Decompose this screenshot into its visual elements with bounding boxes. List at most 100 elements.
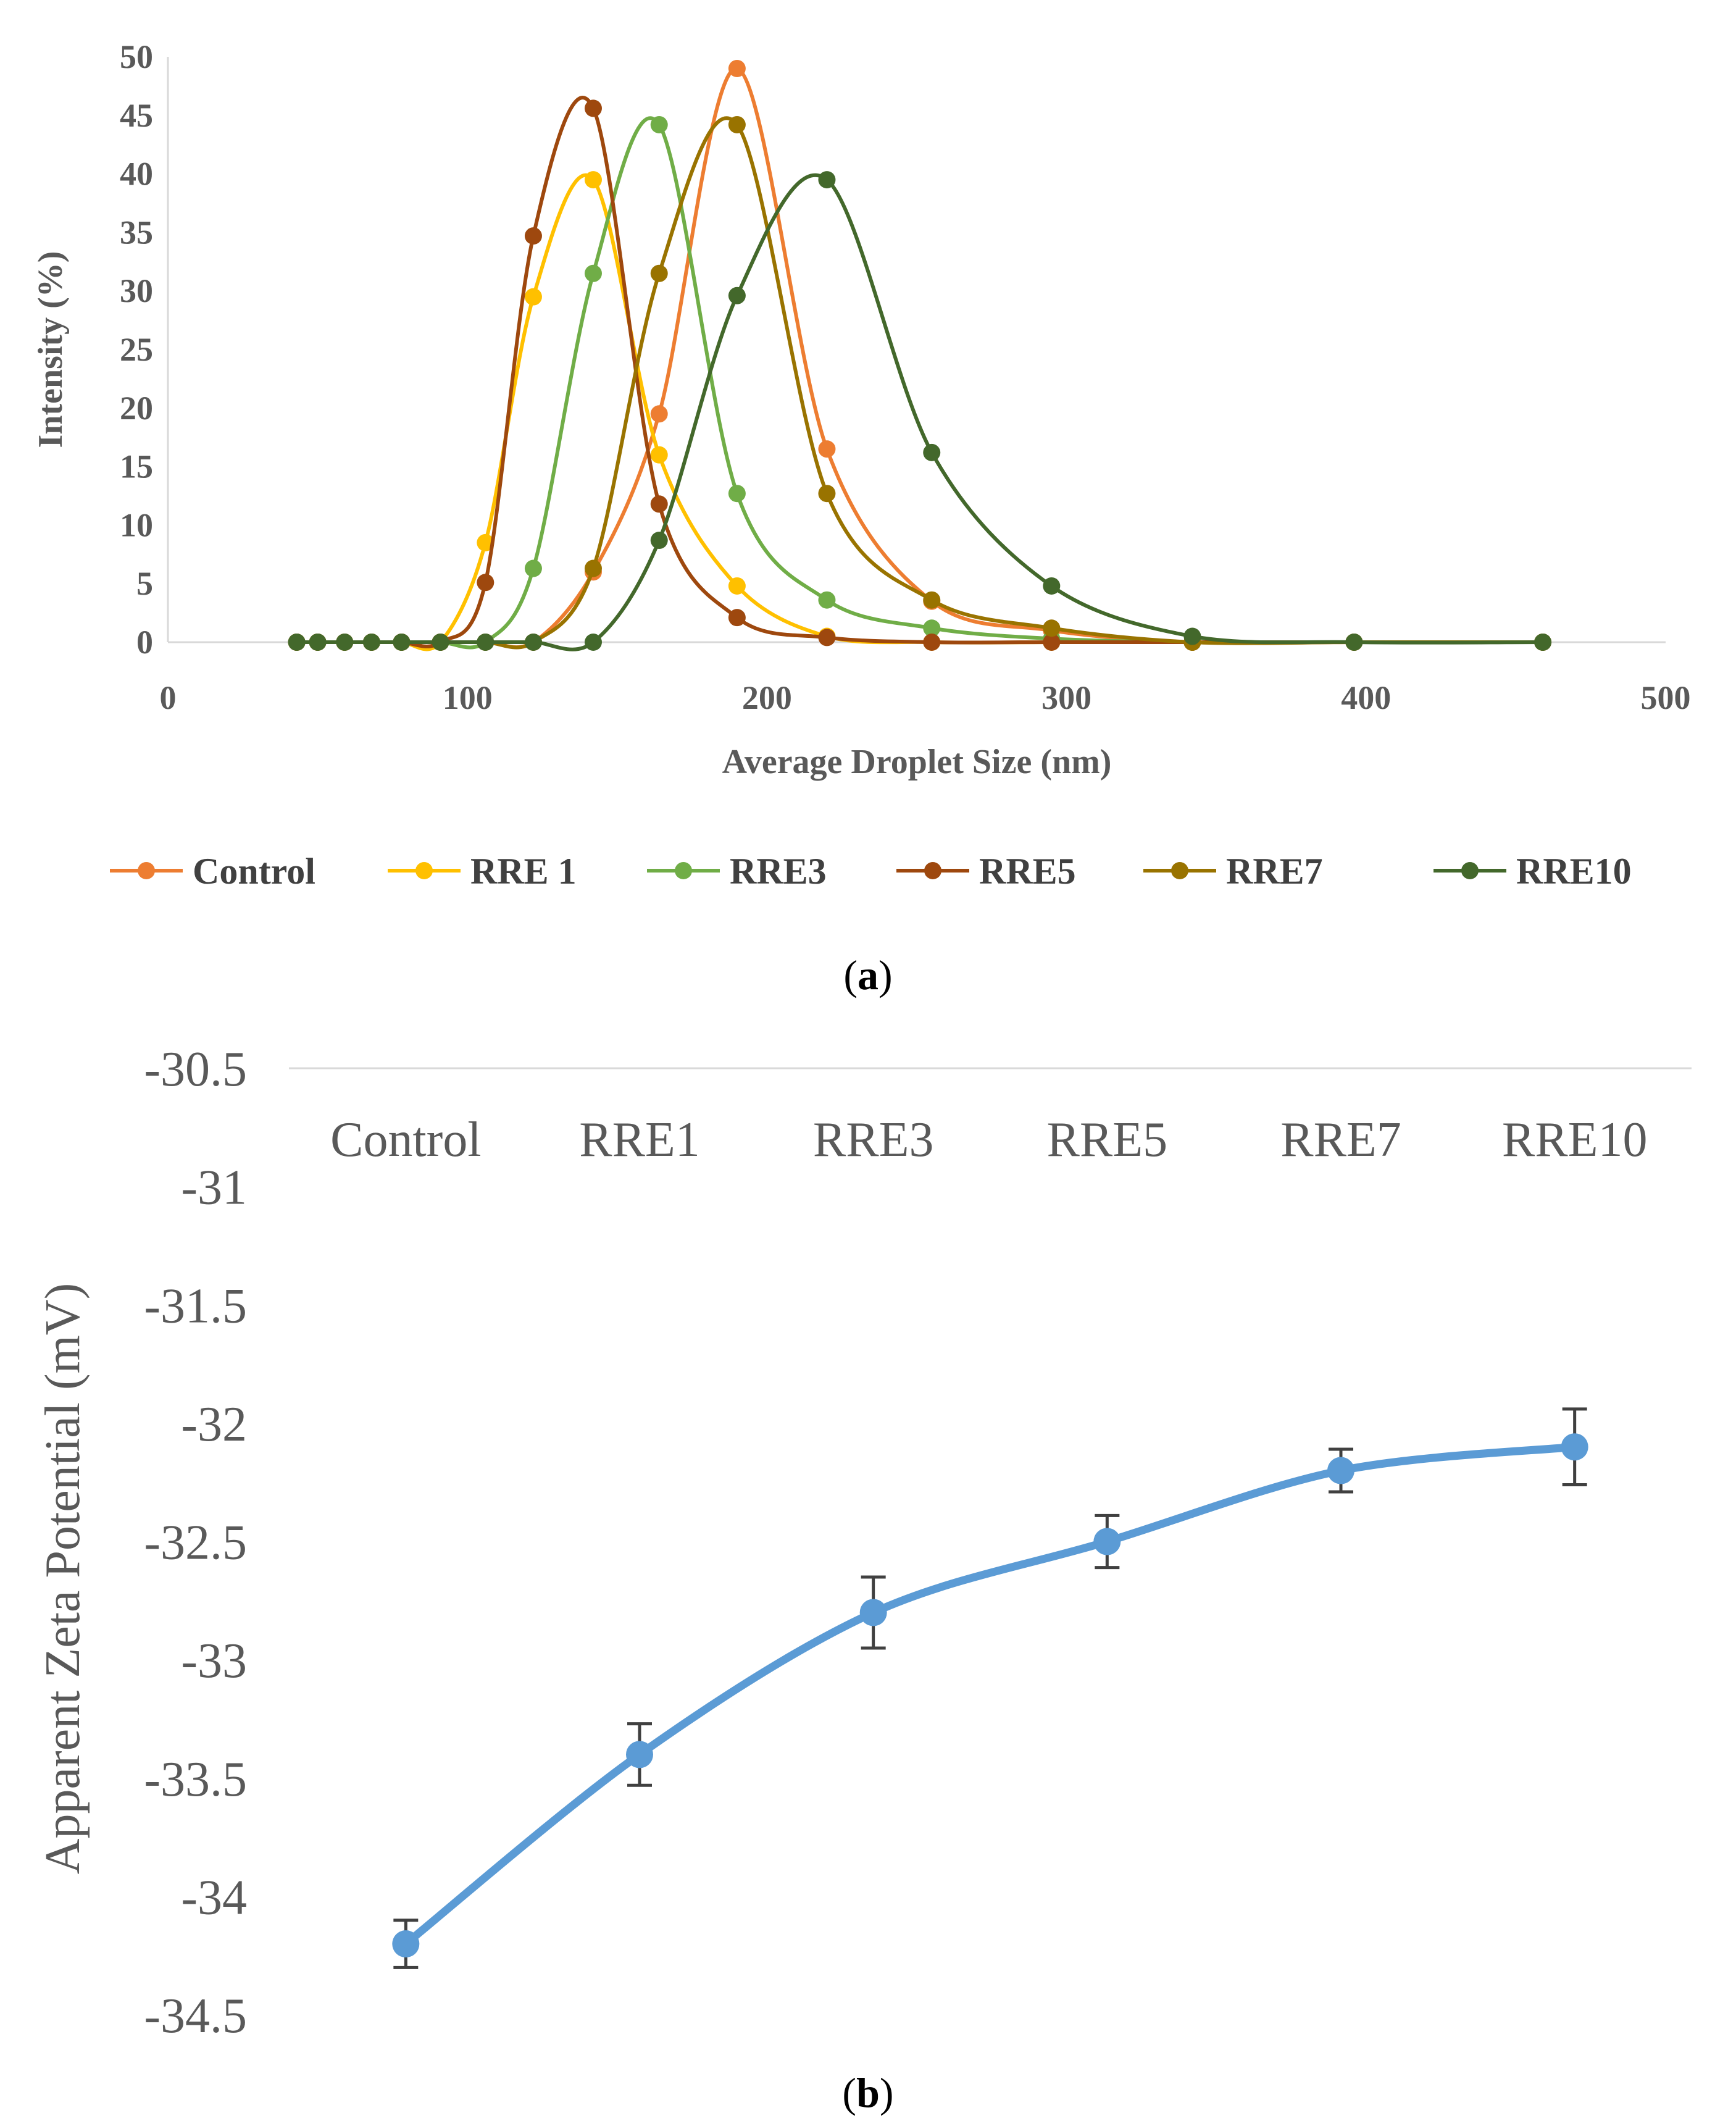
- zeta-potential-chart: -30.5 -31 -31.5 -32 -32.5 -33 -33.5 -34 -34.5 Co…: [36, 1042, 1692, 2116]
- legend-marker: [138, 862, 155, 879]
- legend-marker: [675, 862, 692, 879]
- data-point: [650, 405, 668, 423]
- y-axis-title: Intensity (%): [31, 251, 70, 448]
- data-point: [1183, 627, 1201, 645]
- category-label: RRE1: [579, 1113, 700, 1167]
- legend-marker: [1461, 862, 1479, 879]
- y-tick-label: 50: [120, 38, 153, 75]
- data-point: [818, 171, 836, 189]
- data-point: [728, 485, 746, 503]
- data-point: [923, 443, 941, 461]
- data-point: [477, 634, 495, 651]
- droplet-size-chart: 0 5 10 15 20 25 30 35 40 45 50 0 100 200 300 400 500 Av…: [31, 38, 1691, 998]
- data-point: [584, 99, 602, 117]
- y-tick-label: 40: [120, 156, 153, 193]
- series-line: [296, 96, 1543, 648]
- legend-marker: [415, 862, 433, 879]
- data-point: [1093, 1528, 1121, 1555]
- y-tick-label: 20: [120, 390, 153, 427]
- panel-label-a: (a): [843, 952, 892, 998]
- data-point: [650, 495, 668, 513]
- data-point: [288, 634, 306, 651]
- x-tick-label: 300: [1041, 679, 1091, 716]
- data-point: [650, 532, 668, 550]
- data-point: [818, 485, 836, 503]
- y-tick-label: -34.5: [144, 1989, 247, 2043]
- data-point: [728, 115, 746, 133]
- legend: Control RRE 1 RRE3 RRE5 RRE7 RRE10: [110, 851, 1632, 892]
- y-tick-label: 5: [136, 565, 153, 602]
- y-tick-label: -33: [181, 1634, 247, 1688]
- category-label: Control: [330, 1113, 481, 1167]
- series-line: [296, 116, 1543, 650]
- legend-label: RRE10: [1516, 851, 1632, 892]
- data-point: [728, 609, 746, 627]
- data-point: [309, 634, 327, 651]
- x-axis-title: Average Droplet Size (nm): [722, 743, 1112, 781]
- data-point: [1561, 1433, 1588, 1461]
- x-tick-labels: 0 100 200 300 400 500: [160, 679, 1691, 716]
- category-labels: Control RRE1 RRE3 RRE5 RRE7 RRE10: [330, 1113, 1647, 1167]
- legend-marker: [1171, 862, 1188, 879]
- category-label: RRE10: [1502, 1113, 1648, 1167]
- data-point: [1345, 634, 1363, 651]
- data-point: [650, 115, 668, 133]
- y-tick-label: 10: [120, 506, 153, 543]
- data-point: [362, 634, 380, 651]
- data-point: [1327, 1457, 1354, 1484]
- data-point: [477, 574, 495, 592]
- y-tick-label: -30.5: [144, 1042, 247, 1097]
- series-line: [296, 116, 1543, 650]
- category-label: RRE3: [813, 1113, 934, 1167]
- category-label: RRE7: [1280, 1113, 1401, 1167]
- data-point: [923, 591, 941, 609]
- x-tick-label: 0: [160, 679, 177, 716]
- data-point: [584, 264, 602, 282]
- legend-item: RRE 1: [388, 851, 577, 892]
- y-tick-label: 15: [120, 448, 153, 485]
- x-tick-label: 400: [1341, 679, 1391, 716]
- y-tick-label: -32.5: [144, 1516, 247, 1570]
- legend-item: RRE3: [647, 851, 827, 892]
- y-tick-labels: -30.5 -31 -31.5 -32 -32.5 -33 -33.5 -34 -34.5: [144, 1042, 247, 2043]
- series-group: [392, 1407, 1588, 1969]
- legend-item: RRE10: [1433, 851, 1632, 892]
- x-tick-label: 200: [742, 679, 792, 716]
- data-point: [923, 634, 941, 651]
- data-point: [524, 288, 542, 306]
- legend-marker: [924, 862, 941, 879]
- data-point: [818, 629, 836, 647]
- data-point: [393, 634, 411, 651]
- legend-label: RRE 1: [470, 851, 577, 892]
- y-tick-label: -34: [181, 1870, 247, 1925]
- data-point: [728, 577, 746, 595]
- data-point: [432, 634, 449, 651]
- y-tick-label: -31: [181, 1161, 247, 1215]
- series-line: [296, 67, 1543, 650]
- y-axis-title: Apparent Zeta Potential (mV): [36, 1283, 90, 1874]
- data-point: [524, 227, 542, 245]
- data-point: [584, 634, 602, 651]
- panel-label-b: (b): [842, 2069, 893, 2116]
- series-control: [288, 59, 1552, 651]
- y-tick-label: -33.5: [144, 1752, 247, 1807]
- data-point: [650, 264, 668, 282]
- data-point: [1043, 619, 1061, 637]
- zeta-line: [401, 1442, 1579, 1948]
- legend-label: RRE3: [730, 851, 827, 892]
- legend-label: RRE7: [1226, 851, 1323, 892]
- data-point: [1043, 634, 1061, 651]
- x-tick-label: 500: [1641, 679, 1691, 716]
- data-point: [859, 1599, 887, 1626]
- legend-item: RRE5: [896, 851, 1076, 892]
- data-point: [584, 559, 602, 577]
- data-point: [626, 1741, 653, 1768]
- data-point: [728, 59, 746, 77]
- legend-label: RRE5: [979, 851, 1076, 892]
- data-point: [1534, 634, 1552, 651]
- y-tick-label: 35: [120, 214, 153, 251]
- data-point: [524, 559, 542, 577]
- series-rre10: [288, 171, 1552, 651]
- data-point: [477, 534, 495, 551]
